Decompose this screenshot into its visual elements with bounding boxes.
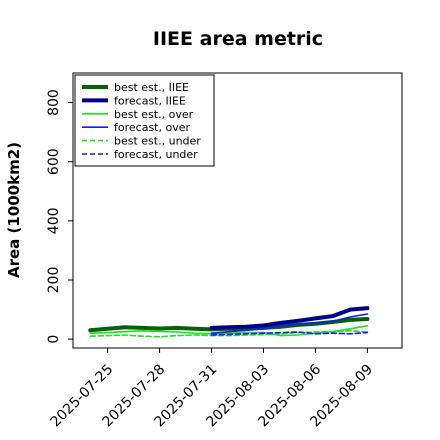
x-axis: 2025-07-252025-07-282025-07-312025-08-03… <box>48 348 376 430</box>
series-line <box>210 313 369 335</box>
chart-title: IIEE area metric <box>153 28 323 50</box>
y-axis-label: Area (1000km2) <box>5 142 23 278</box>
plot-frame <box>72 72 403 349</box>
series-line <box>209 306 370 330</box>
series-line <box>89 324 369 337</box>
legend-label: best est., over <box>114 108 194 121</box>
legend-label: best est., under <box>114 135 201 148</box>
y-tick-label: 400 <box>46 207 62 234</box>
legend-label: forecast, over <box>114 121 190 134</box>
y-tick-label: 600 <box>46 148 62 175</box>
series-layer <box>88 306 370 338</box>
y-tick-label: 800 <box>46 89 62 116</box>
y-axis: 0 200 400 600 800 <box>46 89 73 344</box>
series-line <box>89 329 369 338</box>
legend-box <box>74 74 215 167</box>
series-line <box>210 331 369 336</box>
legend-label: forecast, under <box>114 148 198 161</box>
legend-label: forecast, IIEE <box>114 94 186 107</box>
y-tick-label: 200 <box>46 267 62 294</box>
legend-label: best est., IIEE <box>114 81 189 94</box>
y-tick-label: 0 <box>46 335 62 344</box>
